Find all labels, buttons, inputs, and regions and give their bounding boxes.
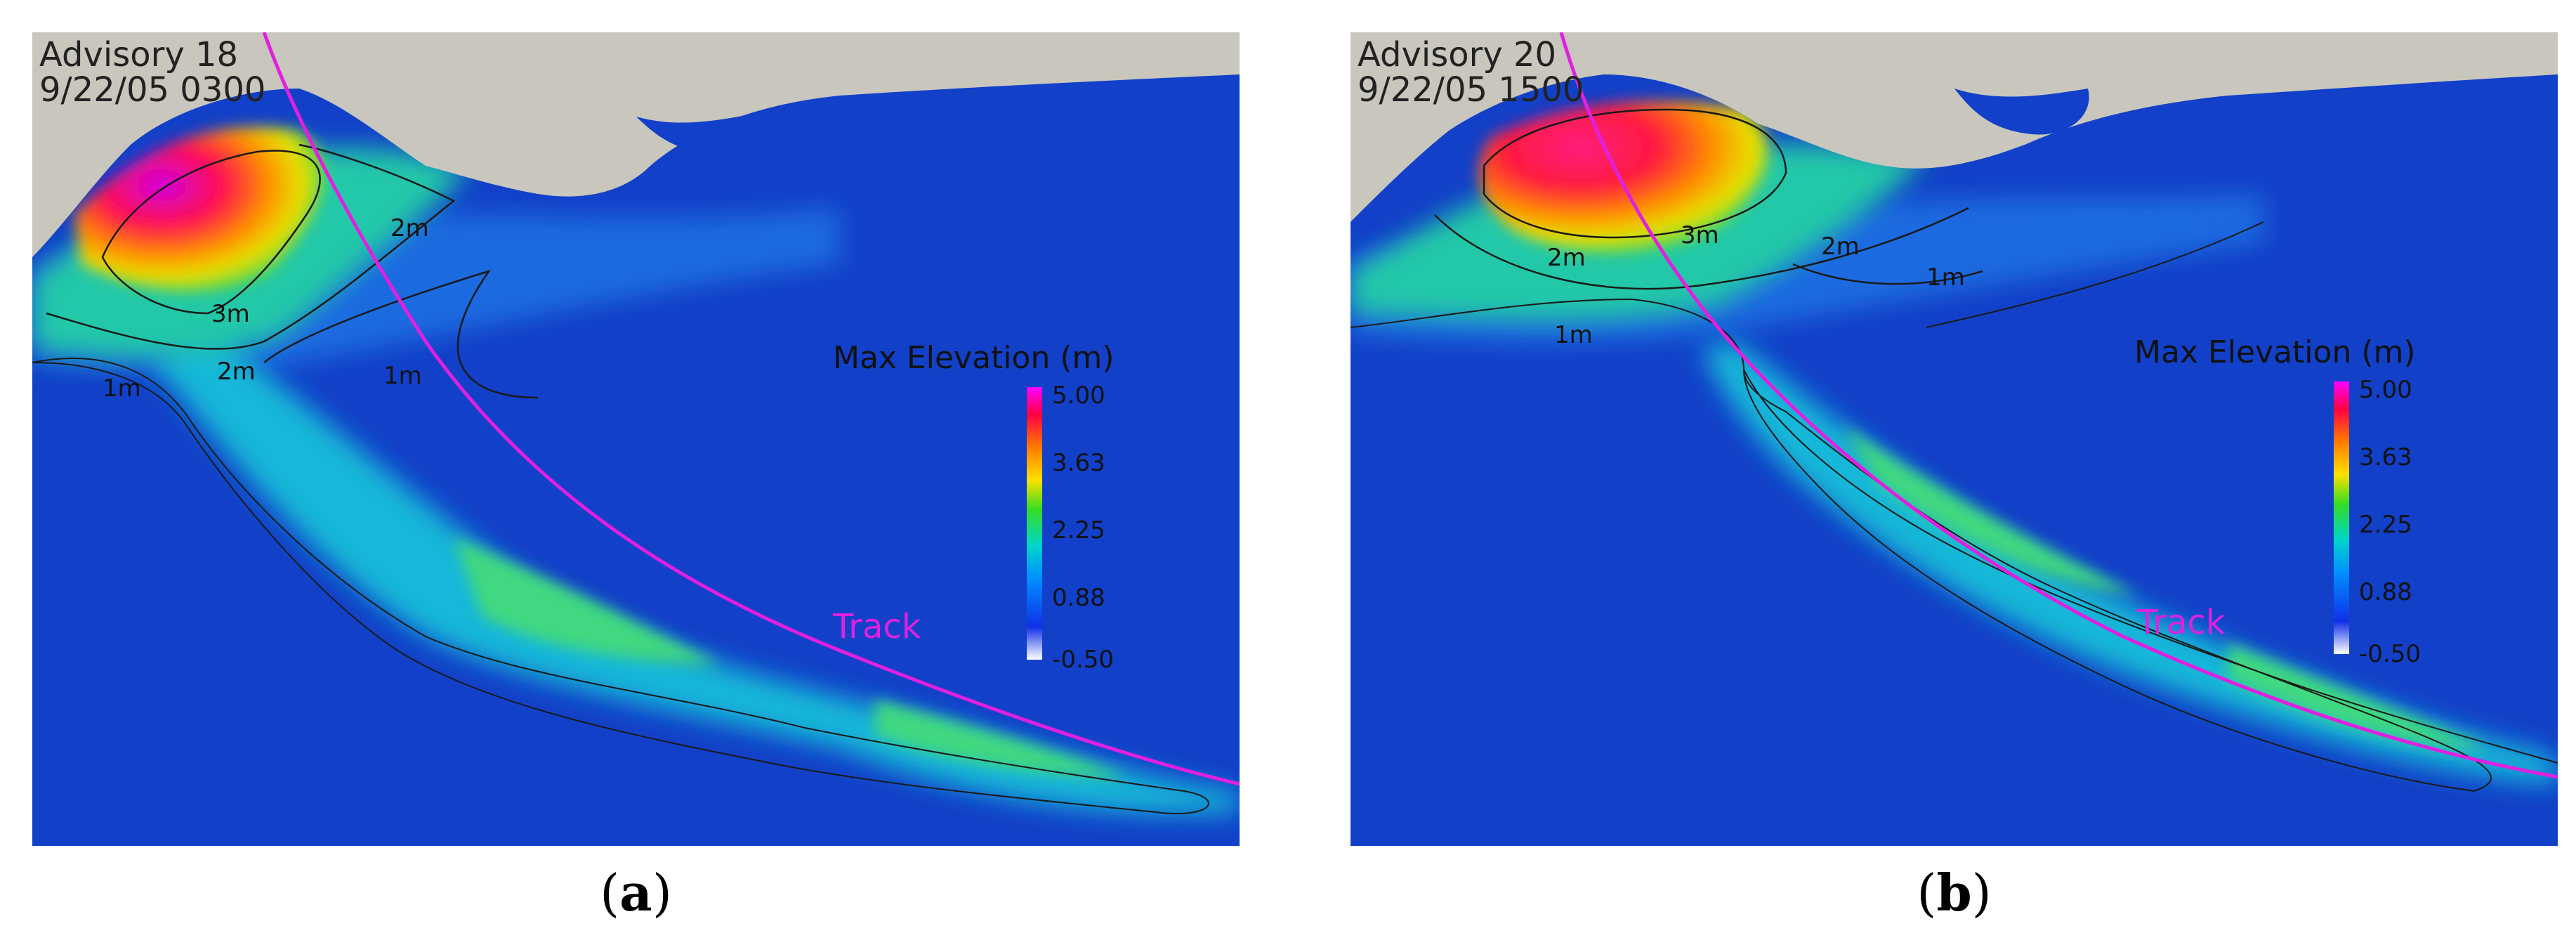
surge-map-a: Advisory 18 9/22/05 0300 3m 2m 2m 1m 1m …	[32, 32, 1240, 846]
contour-2m	[1434, 207, 1983, 290]
contour-1m	[32, 358, 1209, 815]
datetime-label: 9/22/05 1500	[1358, 70, 1584, 110]
surge-plume	[152, 327, 1240, 814]
legend-tick-min: -0.50	[1052, 646, 1114, 674]
land	[32, 32, 1240, 257]
storm-track	[262, 32, 1240, 786]
contour-label-3m: 3m	[211, 300, 250, 328]
surge-plume-core-2	[875, 700, 1128, 777]
advisory-label: Advisory 20	[1358, 35, 1556, 74]
lake	[636, 110, 778, 156]
legend-colorbar	[2334, 381, 2349, 654]
contour-3m	[1483, 108, 1787, 239]
contour-label-3m: 3m	[1681, 221, 1719, 249]
contour-1m	[1351, 221, 2558, 764]
legend-tick-2: 3.63	[1052, 449, 1105, 477]
legend-tick-4: 0.88	[2359, 578, 2412, 606]
caption-letter-b: b	[1936, 863, 1972, 922]
contour-label-2m-right: 2m	[1821, 233, 1860, 261]
legend-tick-max: 5.00	[2359, 376, 2412, 404]
legend-tick-3: 2.25	[2359, 511, 2412, 539]
caption-a: (a)	[600, 863, 672, 922]
surge-peak	[1479, 101, 1768, 253]
land	[1351, 32, 2558, 222]
caption-letter-a: a	[619, 863, 652, 922]
contour-label-1m-right: 1m	[383, 362, 422, 390]
legend-tick-4: 0.88	[1052, 584, 1105, 612]
legend-colorbar	[1027, 387, 1042, 660]
track-label: Track	[2136, 603, 2226, 642]
caption-b: (b)	[1917, 863, 1992, 922]
legend-tick-min: -0.50	[2359, 640, 2421, 668]
legend-title: Max Elevation (m)	[833, 340, 1115, 376]
map-panel-a: Advisory 18 9/22/05 0300 3m 2m 2m 1m 1m …	[32, 32, 1240, 846]
track-label: Track	[832, 607, 921, 646]
contour-label-2m-left: 2m	[1547, 244, 1586, 272]
surge-peak	[74, 127, 324, 292]
surge-map-b: Advisory 20 9/22/05 1500 3m 2m 2m 1m 1m …	[1351, 32, 2558, 846]
legend-title: Max Elevation (m)	[2134, 334, 2416, 370]
storm-track	[1559, 32, 2558, 779]
legend-tick-max: 5.00	[1052, 381, 1105, 410]
legend-tick-3: 2.25	[1052, 516, 1105, 544]
surge-plume-core	[454, 538, 721, 665]
contour-label-2m-lower: 2m	[217, 358, 256, 386]
advisory-label: Advisory 18	[39, 35, 238, 74]
contour-label-1m-left: 1m	[1554, 321, 1593, 349]
surge-plume	[1702, 341, 2558, 784]
lake	[1954, 89, 2089, 135]
surge-plume-core-2	[2228, 644, 2488, 749]
contour-3m	[101, 150, 321, 315]
contour-label-2m-upper: 2m	[390, 214, 429, 242]
legend-tick-2: 3.63	[2359, 443, 2412, 471]
map-panel-b: Advisory 20 9/22/05 1500 3m 2m 2m 1m 1m …	[1351, 32, 2558, 846]
contour-label-1m-right: 1m	[1926, 263, 1965, 292]
contour-2m	[46, 143, 539, 399]
datetime-label: 9/22/05 0300	[39, 70, 265, 110]
contour-label-1m-left: 1m	[103, 374, 141, 403]
